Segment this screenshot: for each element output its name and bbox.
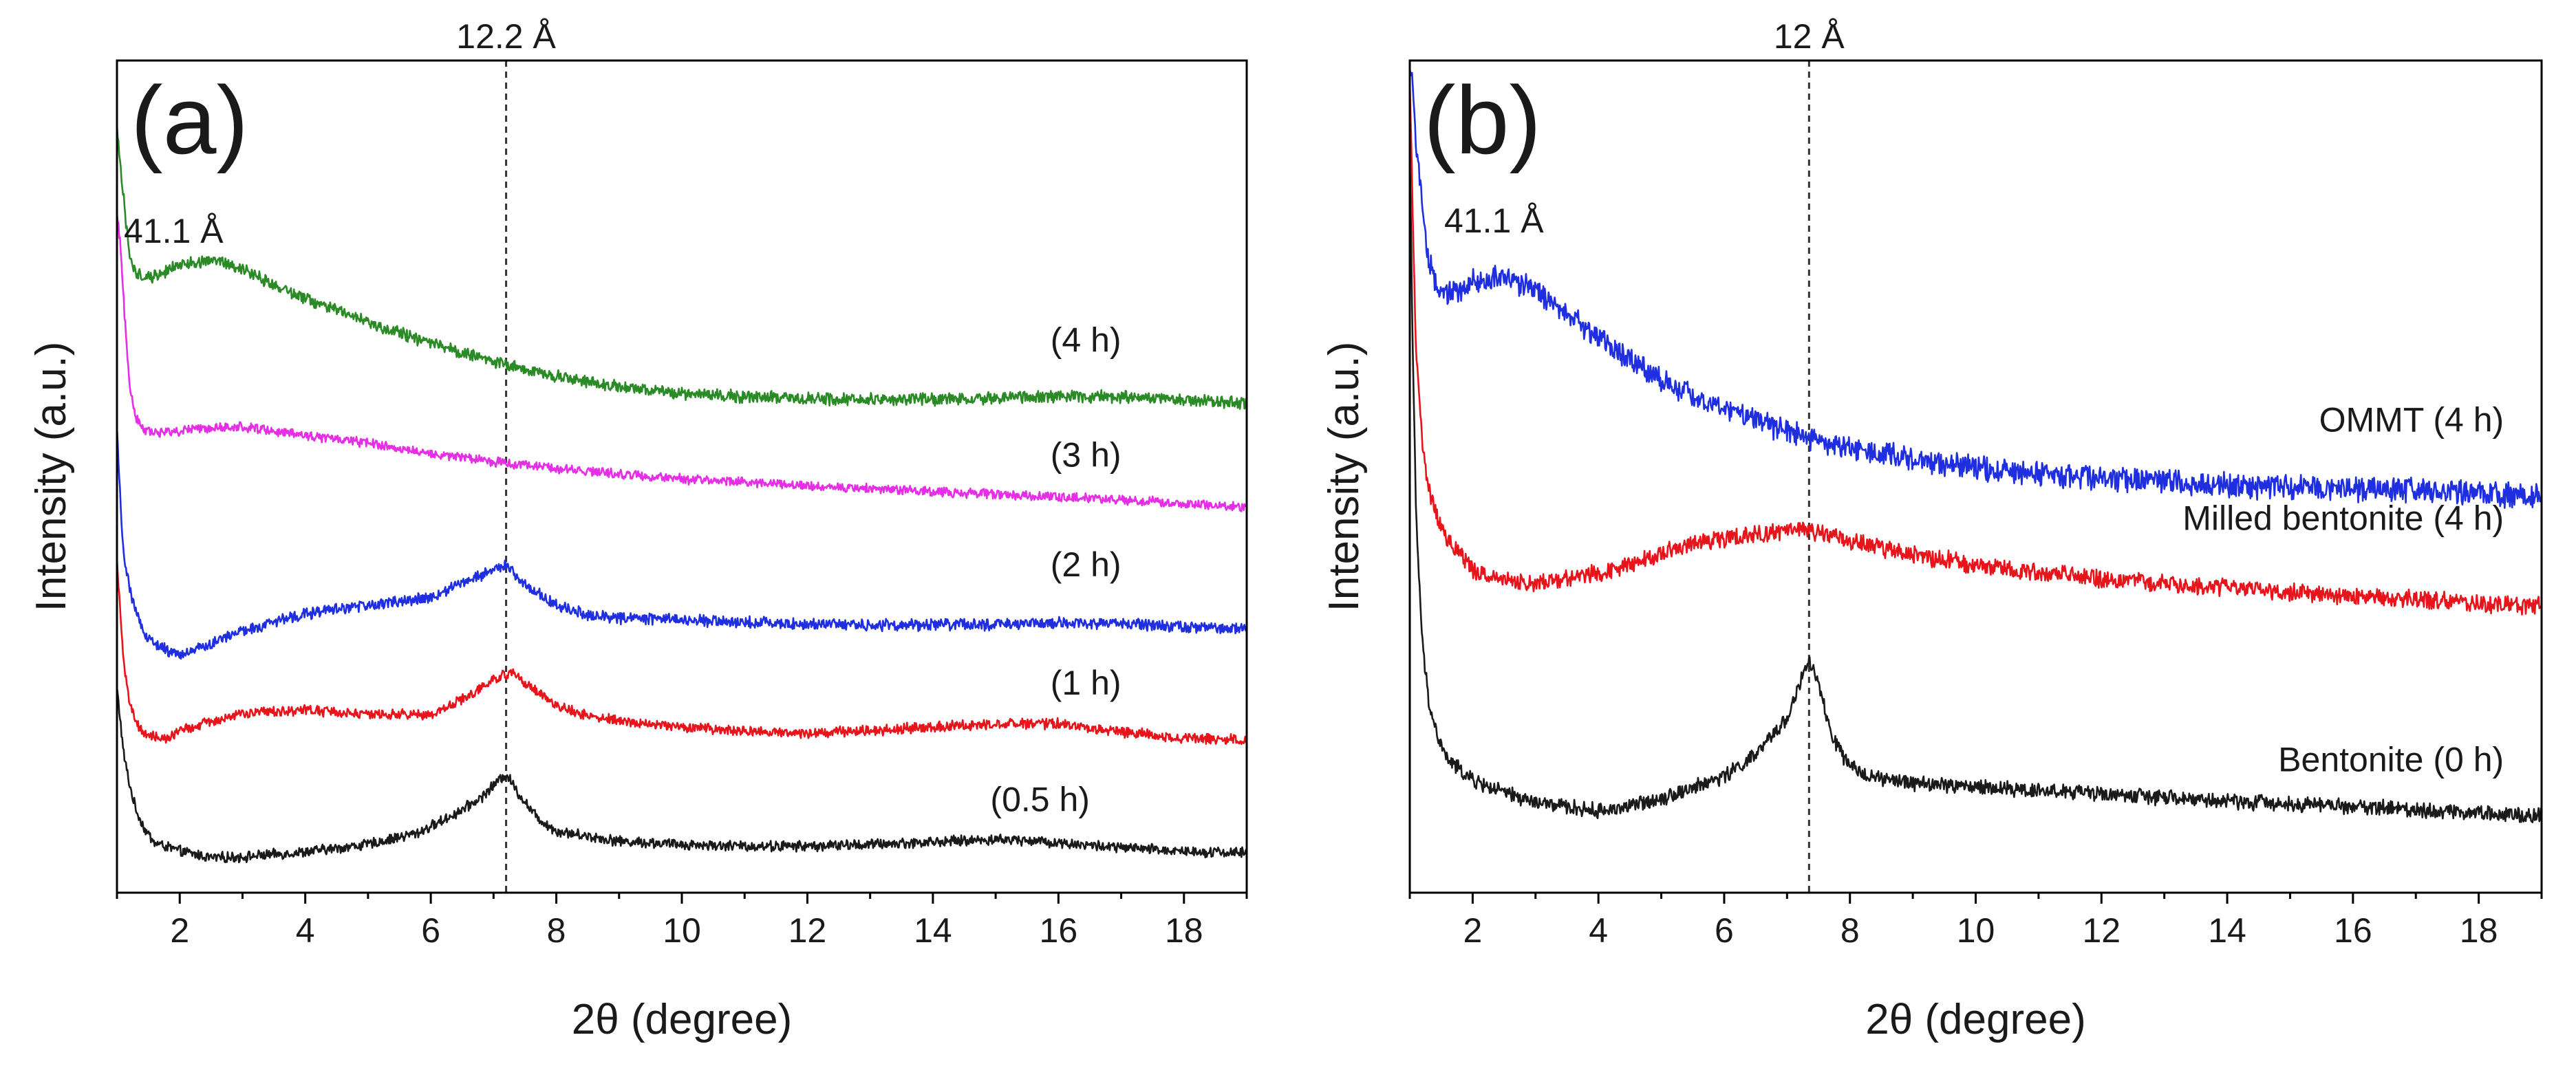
series-label-1: Bentonite (0 h) bbox=[2278, 740, 2504, 779]
series-label-2: (1 h) bbox=[1051, 664, 1121, 702]
x-tick-label: 10 bbox=[663, 911, 701, 950]
x-tick-label: 14 bbox=[914, 911, 952, 950]
x-tick-label: 18 bbox=[1165, 911, 1203, 950]
peak-annotation: 41.1 Å bbox=[124, 212, 224, 250]
series-line-1 bbox=[117, 687, 1247, 864]
series-line-4 bbox=[117, 213, 1247, 512]
panel-a: 12.2 Å (0.5 h) (1 h) (2 h) (3 h) (4 h) 2 4 6 8 10 1… bbox=[28, 17, 1248, 1043]
x-tick-label: 8 bbox=[1840, 911, 1860, 950]
x-tick-label: 10 bbox=[1957, 911, 1995, 950]
series-label-3: OMMT (4 h) bbox=[2319, 401, 2504, 439]
panel-b: 12 Å Bentonite (0 h) Milled bentonite (4 h… bbox=[1320, 17, 2543, 1043]
series-label-3: (2 h) bbox=[1051, 545, 1121, 584]
series-line-3 bbox=[117, 428, 1247, 660]
x-tick-label: 4 bbox=[296, 911, 315, 950]
x-axis-title: 2θ (degree) bbox=[572, 996, 793, 1043]
series-label-4: (3 h) bbox=[1051, 435, 1121, 474]
y-axis-title: Intensity (a.u.) bbox=[1320, 342, 1368, 612]
x-tick-label: 2 bbox=[170, 911, 189, 950]
x-tick-label: 18 bbox=[2460, 911, 2498, 950]
series-label-1: (0.5 h) bbox=[990, 780, 1090, 818]
series-line-3 bbox=[1410, 69, 2542, 510]
x-tick-label: 8 bbox=[547, 911, 566, 950]
panel-label: (b) bbox=[1424, 66, 1541, 174]
reference-line-label: 12 Å bbox=[1774, 17, 1845, 56]
reference-line-label: 12.2 Å bbox=[456, 17, 556, 56]
x-axis-title: 2θ (degree) bbox=[1865, 996, 2086, 1043]
x-tick-label: 6 bbox=[421, 911, 440, 950]
peak-annotation: 41.1 Å bbox=[1444, 202, 1544, 240]
panel-label: (a) bbox=[131, 66, 248, 174]
series-line-5 bbox=[117, 124, 1247, 411]
x-tick-label: 14 bbox=[2208, 911, 2246, 950]
y-axis-title: Intensity (a.u.) bbox=[28, 342, 75, 612]
x-tick-label: 2 bbox=[1463, 911, 1482, 950]
series-line-2 bbox=[1410, 82, 2542, 616]
x-tick-label: 16 bbox=[2334, 911, 2372, 950]
x-tick-label: 12 bbox=[2082, 911, 2121, 950]
series-line-1 bbox=[1410, 142, 2542, 823]
x-tick-label: 4 bbox=[1589, 911, 1608, 950]
series-line-2 bbox=[117, 558, 1247, 746]
series-label-5: (4 h) bbox=[1051, 321, 1121, 360]
x-tick-label: 6 bbox=[1715, 911, 1734, 950]
x-tick-label: 16 bbox=[1040, 911, 1078, 950]
series-label-2: Milled bentonite (4 h) bbox=[2182, 499, 2504, 537]
x-tick-label: 12 bbox=[788, 911, 827, 950]
